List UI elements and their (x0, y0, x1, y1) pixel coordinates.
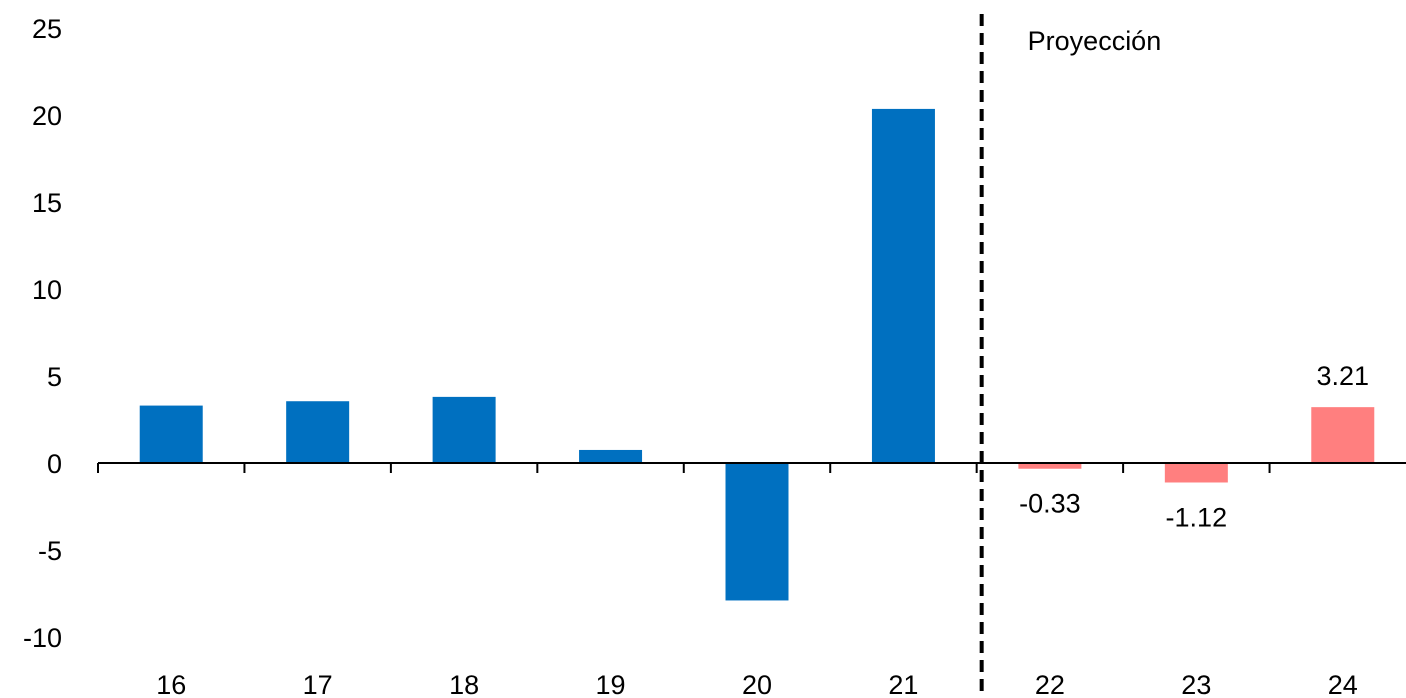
y-tick-label-5: 15 (32, 188, 62, 218)
x-category-label-16: 16 (156, 670, 186, 698)
x-category-label-18: 18 (449, 670, 479, 698)
y-tick-label-1: -5 (38, 536, 62, 566)
x-category-label-24: 24 (1328, 670, 1358, 698)
bar-19 (579, 449, 643, 463)
y-tick-label-7: 25 (32, 14, 62, 44)
data-label-24: 3.21 (1316, 361, 1369, 391)
y-tick-label-6: 20 (32, 101, 62, 131)
y-tick-label-0: -10 (23, 623, 62, 653)
projection-annotation: Proyección (1028, 26, 1162, 56)
data-labels: -0.33 -1.12 3.21 (1019, 361, 1369, 532)
x-axis (97, 462, 1406, 473)
bar-16 (139, 405, 203, 463)
y-tick-label-2: 0 (47, 449, 62, 479)
bar-23 (1164, 463, 1228, 483)
data-label-23: -1.12 (1166, 502, 1228, 532)
x-category-label-20: 20 (742, 670, 772, 698)
bar-22 (1018, 463, 1082, 469)
x-category-label-19: 19 (596, 670, 626, 698)
x-category-label-23: 23 (1181, 670, 1211, 698)
data-label-22: -0.33 (1019, 489, 1081, 519)
x-category-label-22: 22 (1035, 670, 1065, 698)
bar-24 (1311, 407, 1375, 463)
x-category-label-21: 21 (888, 670, 918, 698)
x-axis-category-labels: 16 17 18 19 20 21 22 23 24 (156, 670, 1358, 698)
bar-20 (725, 463, 789, 601)
bar-17 (286, 401, 350, 463)
bar-18 (432, 396, 496, 463)
x-category-label-17: 17 (303, 670, 333, 698)
bar-21 (871, 108, 935, 463)
y-axis-tick-labels: -10 -5 0 5 10 15 20 25 (23, 14, 62, 653)
bars (139, 108, 1375, 601)
y-tick-label-3: 5 (47, 362, 62, 392)
y-tick-label-4: 10 (32, 275, 62, 305)
